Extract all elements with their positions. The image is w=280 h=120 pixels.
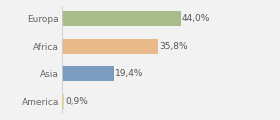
Bar xyxy=(62,11,181,26)
Text: 0,9%: 0,9% xyxy=(66,97,88,106)
Bar xyxy=(62,66,114,81)
Text: 19,4%: 19,4% xyxy=(115,69,144,78)
Bar xyxy=(62,94,64,109)
Text: 44,0%: 44,0% xyxy=(182,14,210,23)
Text: 35,8%: 35,8% xyxy=(160,42,188,51)
Bar xyxy=(62,39,158,54)
